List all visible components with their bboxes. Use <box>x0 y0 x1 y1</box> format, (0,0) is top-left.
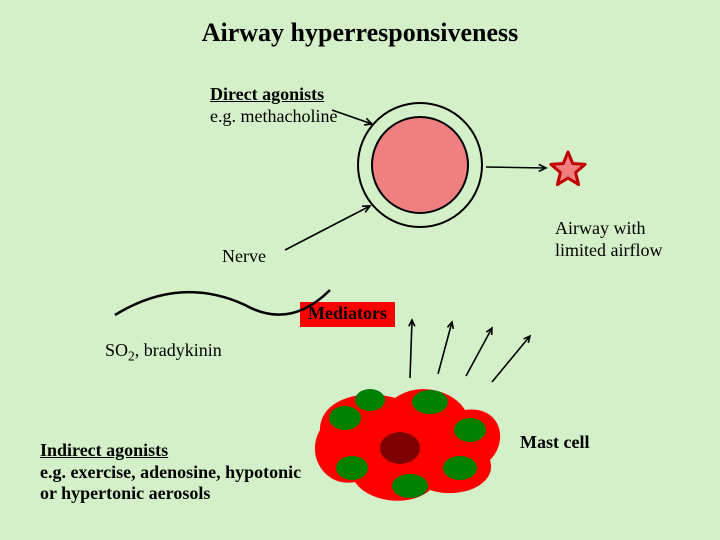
mast-arrow-4 <box>492 336 530 382</box>
mast-arrow-3 <box>466 328 492 376</box>
mast-granule-0 <box>329 406 361 430</box>
mast-granule-1 <box>355 389 385 411</box>
indirect-agonists-block: Indirect agonists e.g. exercise, adenosi… <box>40 440 301 505</box>
direct-agonists-heading: Direct agonists <box>210 84 324 104</box>
so2-bradykinin-text: SO2, bradykinin <box>105 340 222 360</box>
direct-agonists-block: Direct agonists e.g. methacholine <box>210 84 337 127</box>
nerve-to-airway <box>285 206 370 250</box>
nerve-curve <box>115 290 330 315</box>
indirect-agonists-heading: Indirect agonists <box>40 440 168 460</box>
mast-granule-3 <box>454 418 486 442</box>
mast-arrow-1 <box>410 320 412 378</box>
mast-nucleus <box>380 432 420 464</box>
airway-inner-circle <box>372 117 468 213</box>
mast-cell-label: Mast cell <box>520 432 589 454</box>
mast-arrow-2 <box>438 322 452 374</box>
mediators-box: Mediators <box>300 302 395 327</box>
page-title: Airway hyperresponsiveness <box>0 18 720 48</box>
mast-cell-body <box>315 389 500 501</box>
nerve-label: Nerve <box>222 246 266 268</box>
star-icon <box>551 152 585 185</box>
airway-to-star <box>486 167 546 168</box>
mast-granule-5 <box>392 474 428 498</box>
mast-granule-2 <box>412 390 448 414</box>
airway-outer-circle <box>358 103 482 227</box>
direct-to-airway <box>332 110 372 124</box>
so2-bradykinin-label: SO2, bradykinin <box>105 340 222 365</box>
mast-granule-6 <box>336 456 368 480</box>
airway-caption: Airway with limited airflow <box>555 218 662 261</box>
mast-granule-4 <box>443 456 477 480</box>
airway-caption-line1: Airway with <box>555 218 662 240</box>
indirect-agonists-sub2: or hypertonic aerosols <box>40 483 301 505</box>
diagram-stage: Airway hyperresponsiveness Direct agonis… <box>0 0 720 540</box>
indirect-agonists-sub1: e.g. exercise, adenosine, hypotonic <box>40 462 301 484</box>
airway-caption-line2: limited airflow <box>555 240 662 262</box>
direct-agonists-sub: e.g. methacholine <box>210 106 337 128</box>
